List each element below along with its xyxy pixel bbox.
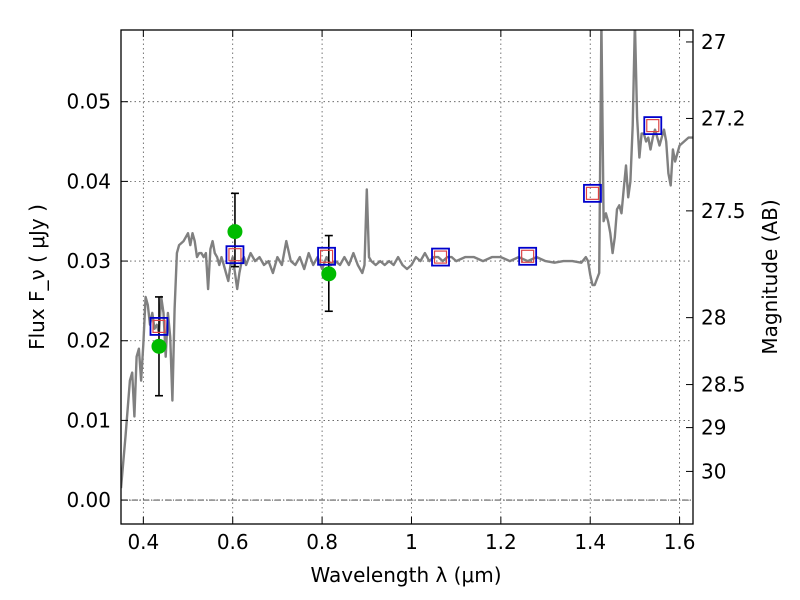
x-tick-label-5: 1.4 [574, 530, 606, 554]
model-point-4 [519, 248, 536, 265]
x-tick-label-4: 1.2 [485, 530, 517, 554]
observed-point-1 [227, 224, 242, 239]
y-tick-label-1: 0.01 [66, 408, 111, 432]
y2-axis-ticks: 27 27.2 27.5 28 28.5 29 30 [686, 30, 746, 483]
observed-point-2 [321, 266, 336, 281]
spectrum-line [121, 22, 693, 488]
y2-tick-label-4: 28.5 [701, 373, 746, 397]
model-point-5 [584, 185, 601, 202]
x-tick-label-2: 0.8 [306, 530, 338, 554]
model-point-6 [644, 117, 661, 134]
y-tick-label-0: 0.00 [66, 488, 111, 512]
y2-tick-label-5: 29 [701, 416, 726, 440]
y-axis-title: Flux F_ν ( μJy ) [25, 204, 49, 350]
model-point-3 [432, 249, 449, 266]
y2-axis-title: Magnitude (AB) [758, 199, 782, 354]
chart: 0.4 0.6 0.8 1 1.2 1.4 1.6 0.00 0.01 0.02 0.03 0.04… [0, 0, 800, 600]
y2-tick-label-2: 27.5 [701, 199, 746, 223]
y2-tick-label-0: 27 [701, 30, 726, 54]
errorbars [155, 193, 333, 395]
y-tick-label-3: 0.03 [66, 249, 111, 273]
y2-tick-label-3: 28 [701, 306, 726, 330]
observed-point-0 [151, 339, 166, 354]
y2-tick-label-1: 27.2 [701, 106, 746, 130]
y-tick-label-4: 0.04 [66, 169, 111, 193]
x-axis-title: Wavelength λ (μm) [310, 563, 501, 587]
y-tick-label-2: 0.02 [66, 329, 111, 353]
x-tick-label-0: 0.4 [127, 530, 159, 554]
y-axis-ticks: 0.00 0.01 0.02 0.03 0.04 0.05 [66, 90, 128, 512]
x-tick-label-6: 1.6 [664, 530, 696, 554]
y-tick-label-5: 0.05 [66, 90, 111, 114]
x-tick-label-3: 1 [405, 530, 418, 554]
x-tick-label-1: 0.6 [217, 530, 249, 554]
model-points [150, 117, 661, 335]
y2-tick-label-6: 30 [701, 459, 726, 483]
